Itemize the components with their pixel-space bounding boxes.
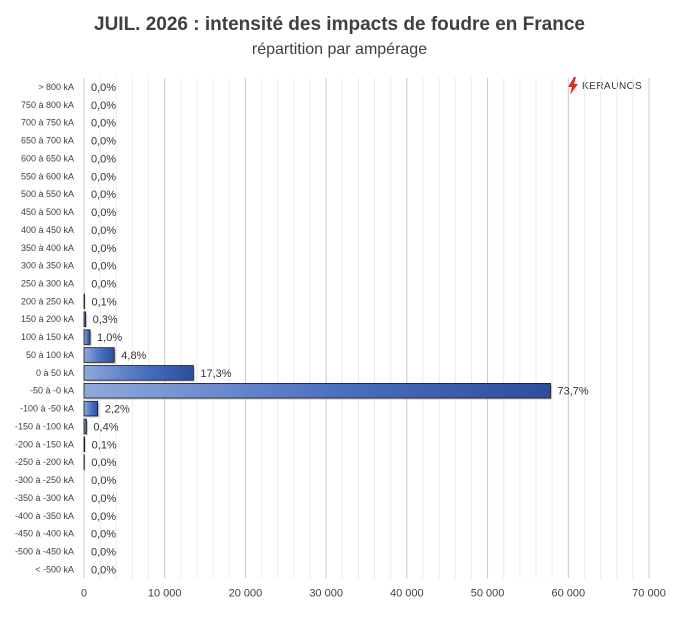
category-label: 650 à 700 kA bbox=[21, 136, 74, 146]
value-label: 0,0% bbox=[91, 189, 116, 201]
bar-shadow bbox=[85, 313, 88, 329]
value-label: 0,0% bbox=[91, 243, 116, 255]
keraunos-logo: KERAUNOS bbox=[567, 77, 642, 95]
x-tick-label: 70 000 bbox=[632, 587, 666, 599]
logo-text: KERAUNOS bbox=[582, 80, 643, 92]
category-label: -250 à -200 kA bbox=[15, 457, 74, 467]
x-tick-label: 60 000 bbox=[551, 587, 585, 599]
category-label: 350 à 400 kA bbox=[21, 243, 74, 253]
value-label: 0,0% bbox=[91, 261, 116, 273]
category-label: 50 à 100 kA bbox=[26, 350, 74, 360]
category-label: 700 à 750 kA bbox=[21, 118, 74, 128]
value-label: 0,0% bbox=[91, 171, 116, 183]
value-label: 1,0% bbox=[97, 332, 122, 344]
value-label: 0,0% bbox=[91, 475, 116, 487]
category-label: -400 à -350 kA bbox=[15, 511, 74, 521]
value-label: 0,0% bbox=[91, 564, 116, 576]
value-label: 0,0% bbox=[91, 547, 116, 559]
value-label: 0,0% bbox=[91, 457, 116, 469]
bar bbox=[83, 418, 87, 435]
chart-subtitle: répartition par ampérage bbox=[251, 41, 428, 58]
value-label: 0,0% bbox=[91, 118, 116, 130]
value-label: 0,4% bbox=[93, 421, 118, 433]
category-label: -500 à -450 kA bbox=[15, 547, 74, 557]
category-label: 550 à 600 kA bbox=[21, 171, 74, 181]
bar bbox=[83, 436, 86, 453]
bar bbox=[83, 329, 91, 345]
value-label: 73,7% bbox=[558, 386, 589, 398]
chart-title: JUIL. 2026 : intensité des impacts de fo… bbox=[94, 14, 585, 35]
x-tick-label: 30 000 bbox=[309, 587, 343, 599]
bar bbox=[83, 382, 551, 399]
category-label: -100 à -50 kA bbox=[20, 404, 74, 414]
category-label: < -500 kA bbox=[35, 564, 74, 574]
bar bbox=[83, 311, 87, 327]
bar bbox=[83, 347, 115, 363]
category-label: 300 à 350 kA bbox=[21, 261, 74, 271]
value-label: 0,3% bbox=[93, 314, 118, 326]
value-label: 2,2% bbox=[105, 404, 130, 416]
value-label: 0,1% bbox=[92, 439, 117, 451]
value-label: 0,0% bbox=[91, 136, 116, 148]
value-label: 0,0% bbox=[91, 493, 116, 505]
category-label: 250 à 300 kA bbox=[21, 279, 74, 289]
category-label: 150 à 200 kA bbox=[21, 314, 74, 324]
bar-shadow bbox=[85, 438, 87, 454]
category-label: -450 à -400 kA bbox=[15, 529, 74, 539]
category-label: 600 à 650 kA bbox=[21, 153, 74, 163]
value-label: 0,0% bbox=[91, 82, 116, 94]
category-label: 100 à 150 kA bbox=[21, 332, 74, 342]
x-tick-label: 50 000 bbox=[471, 587, 505, 599]
x-tick-label: 0 bbox=[81, 587, 87, 599]
value-label: 0,0% bbox=[91, 511, 116, 523]
category-label: -350 à -300 kA bbox=[15, 493, 74, 503]
value-label: 4,8% bbox=[121, 350, 146, 362]
category-label: 0 à 50 kA bbox=[36, 368, 74, 378]
category-label: -200 à -150 kA bbox=[15, 439, 74, 449]
category-label: 400 à 450 kA bbox=[21, 225, 74, 235]
bar bbox=[83, 400, 99, 417]
value-label: 0,1% bbox=[91, 296, 116, 308]
category-label: > 800 kA bbox=[38, 82, 74, 92]
category-label: 450 à 500 kA bbox=[21, 207, 74, 217]
x-tick-label: 10 000 bbox=[148, 587, 182, 599]
category-label: -300 à -250 kA bbox=[15, 475, 74, 485]
value-label: 0,0% bbox=[91, 225, 116, 237]
value-label: 17,3% bbox=[200, 368, 231, 380]
value-label: 0,0% bbox=[91, 100, 116, 112]
x-tick-label: 20 000 bbox=[229, 587, 263, 599]
bar bbox=[83, 365, 194, 381]
lightning-bolt-icon bbox=[568, 77, 578, 95]
value-label: 0,0% bbox=[91, 207, 116, 219]
category-label: 750 à 800 kA bbox=[21, 100, 74, 110]
category-label: -50 à -0 kA bbox=[30, 386, 74, 396]
category-label: 200 à 250 kA bbox=[21, 296, 74, 306]
category-label: 500 à 550 kA bbox=[21, 189, 74, 199]
value-label: 0,0% bbox=[91, 529, 116, 541]
value-label: 0,0% bbox=[91, 279, 116, 291]
x-tick-label: 40 000 bbox=[390, 587, 424, 599]
category-label: -150 à -100 kA bbox=[15, 421, 74, 431]
value-label: 0,0% bbox=[91, 153, 116, 165]
